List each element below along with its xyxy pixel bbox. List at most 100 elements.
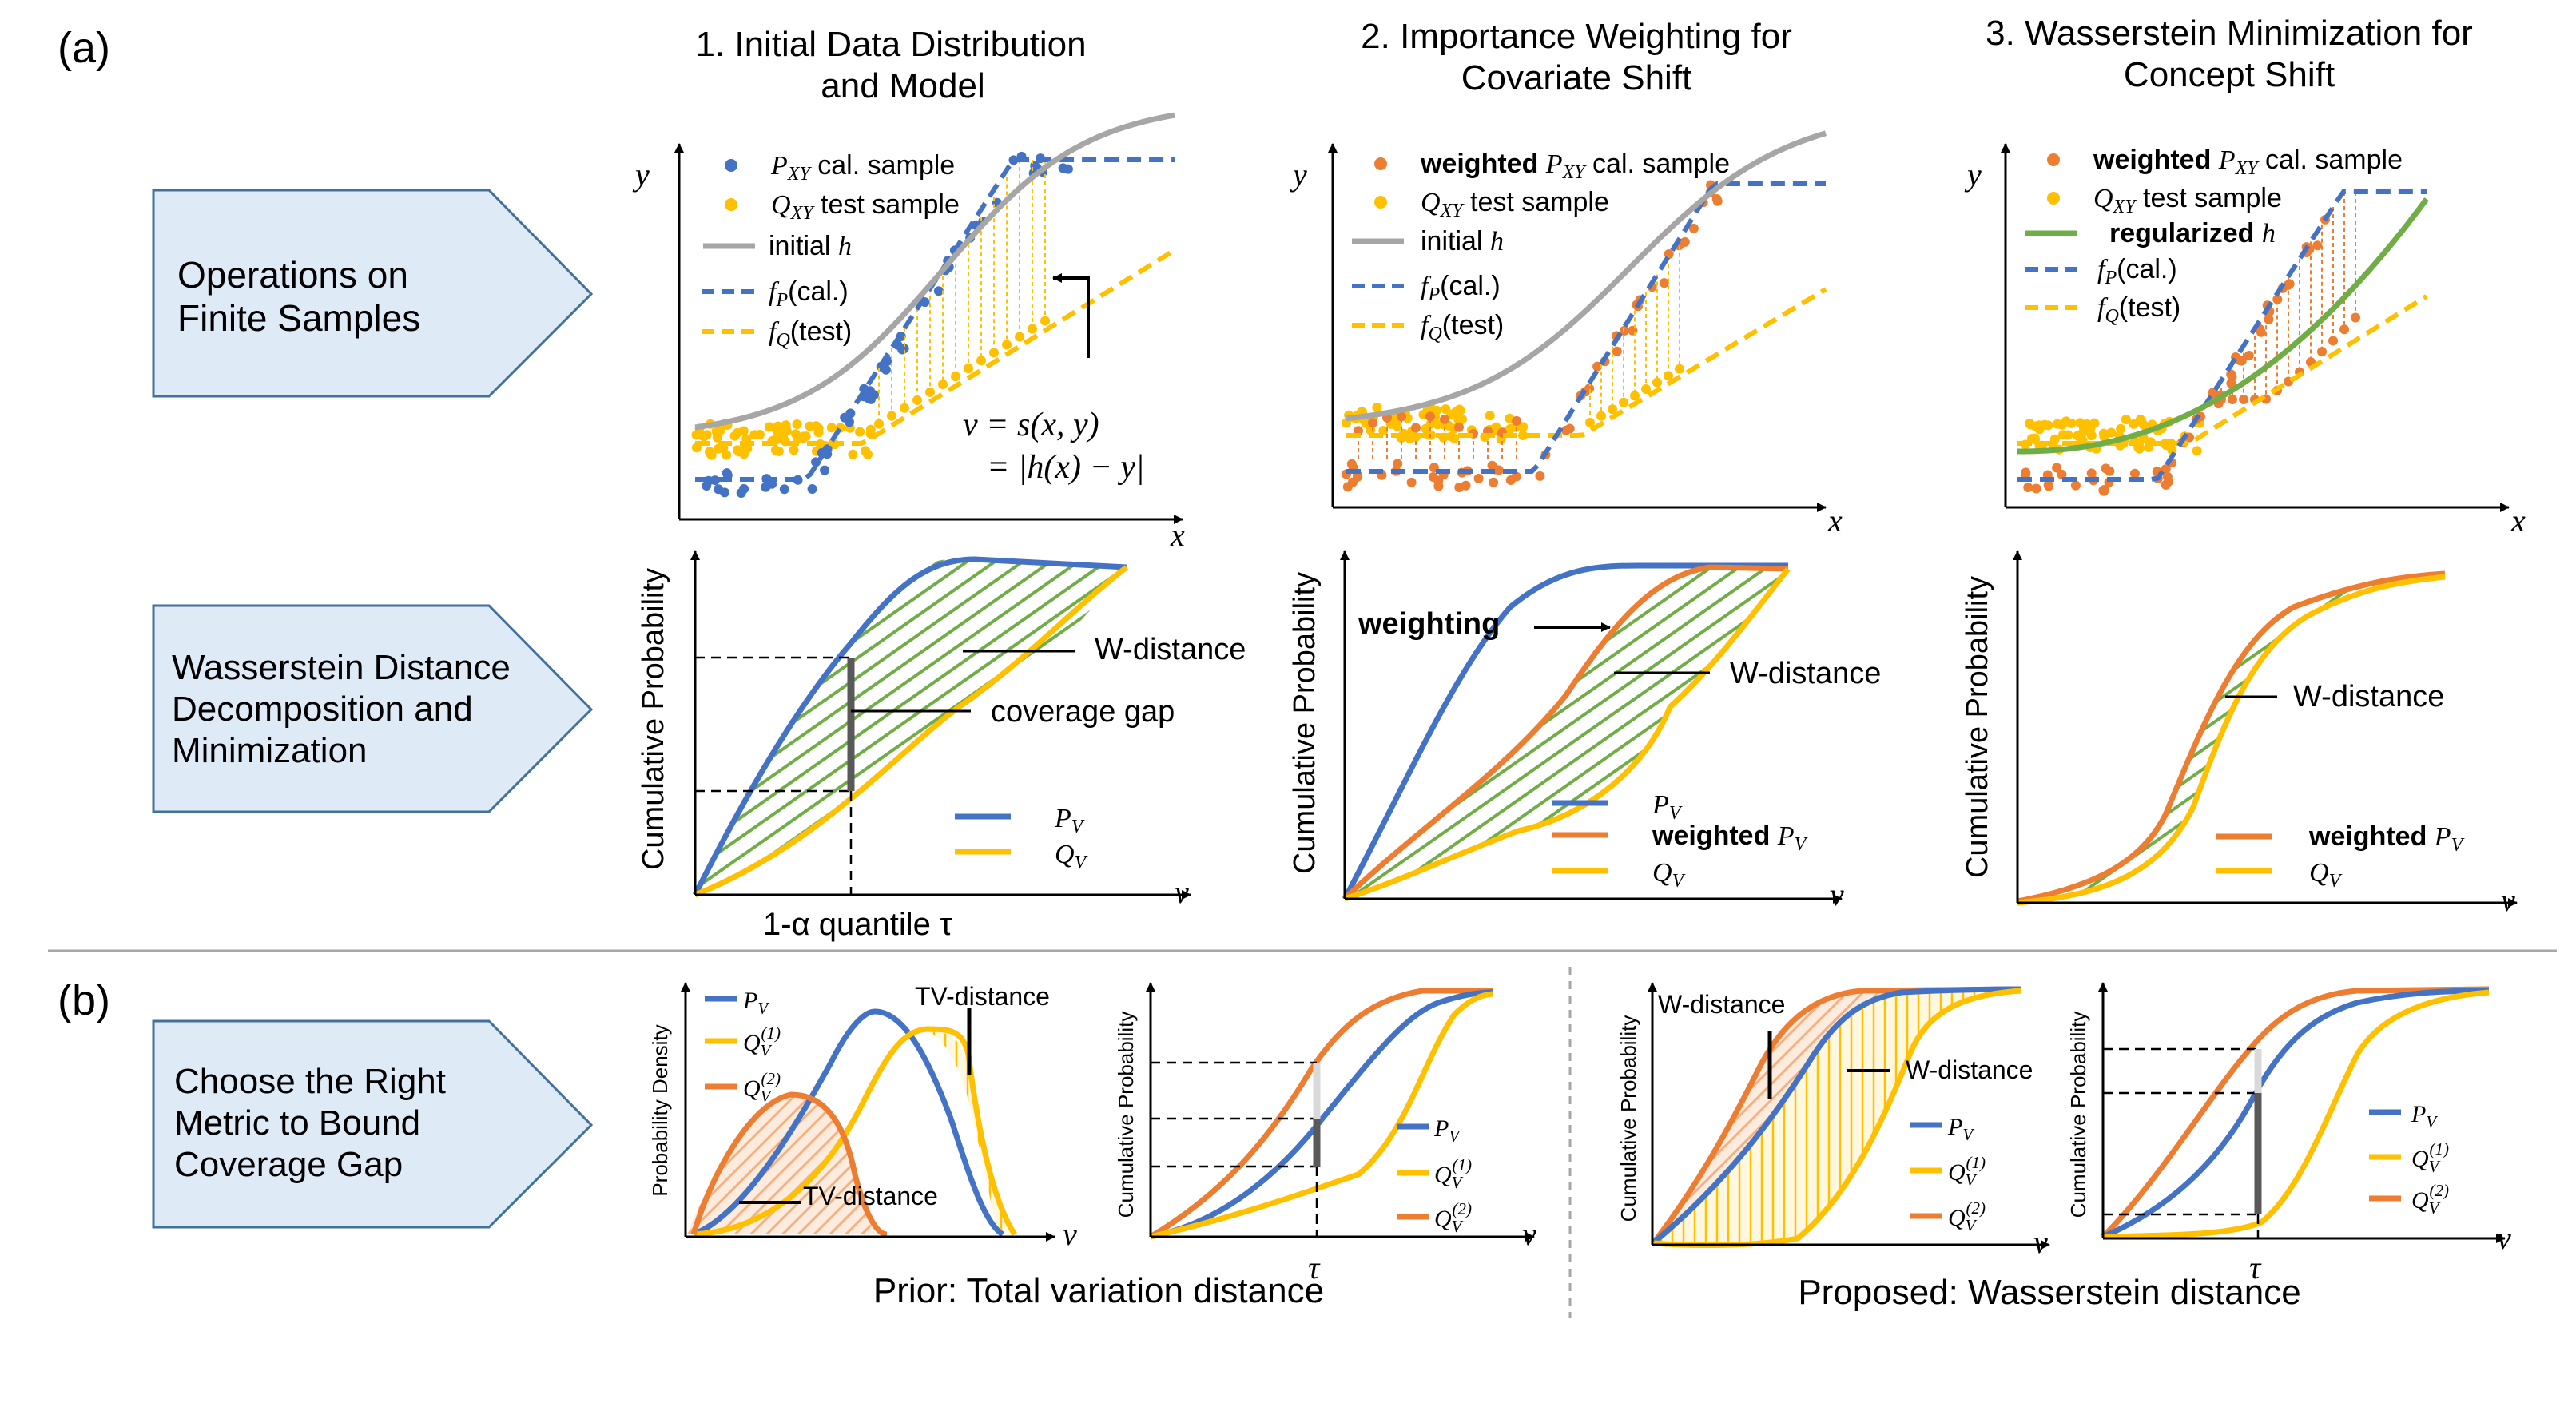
legend-entry-q-test: QXY test sample — [2093, 183, 2282, 217]
score-line-1: v = s(x, y) — [963, 407, 1099, 443]
legend-entry-qv: QV — [2309, 858, 2343, 892]
pv-cdf-curve — [2101, 988, 2490, 1240]
density-panel-tv: v Probability Density PV QV(1) QV(2) TV-… — [648, 982, 1077, 1252]
test-sample-dot — [2058, 430, 2068, 440]
cal-sample-dot — [1489, 477, 1499, 487]
legend-text: test sample — [1463, 187, 1609, 217]
residual-end-dot — [2339, 324, 2349, 335]
fq-test-curve — [2017, 294, 2428, 446]
cal-sample-dot — [2208, 388, 2218, 398]
legend-sym: h — [1490, 227, 1504, 256]
cal-sample-dot — [811, 457, 821, 467]
cal-sample-dot — [1612, 346, 1622, 356]
legend-text: (test) — [790, 316, 852, 347]
legend-entry-fp: fP(cal.) — [2097, 254, 2177, 288]
y-axis-label: y — [1290, 157, 1307, 193]
residual-end-dot — [964, 364, 973, 374]
cal-sample-dot — [933, 286, 944, 296]
legend-marker-yellow-dot — [1374, 196, 1387, 209]
residual-end-dot — [1675, 364, 1684, 374]
w-distance-hatched-area-yellow — [1654, 989, 2021, 1246]
test-sample-dot — [2135, 415, 2145, 425]
test-sample-dot — [749, 430, 760, 440]
test-sample-dot — [798, 433, 809, 443]
row-label-line: Choose the Right — [174, 1062, 446, 1101]
legend-marker-blue-dot — [725, 159, 737, 172]
w-distance-hatched-area — [2017, 574, 2445, 901]
legend-sym: Q — [1421, 188, 1441, 217]
legend-bold: regularized — [2109, 218, 2262, 248]
fp-cal-curve — [2017, 189, 2427, 482]
w-distance-hatched-area — [695, 559, 1127, 895]
test-sample-dot — [805, 421, 815, 431]
legend-sub: P — [775, 290, 788, 311]
legend-entry-pv: PV — [742, 988, 769, 1018]
residual-end-dot — [1002, 340, 1012, 350]
cal-sample-dot — [899, 344, 909, 354]
pv-cdf-curve — [1150, 989, 1493, 1240]
test-sample-dot — [792, 419, 802, 429]
score-arrow — [1052, 273, 1090, 358]
x-axis-label: x — [2510, 503, 2526, 539]
pv-cdf-curve — [692, 556, 1127, 896]
test-sample-dot — [2052, 419, 2062, 429]
tv-distance-label-bottom: TV-distance — [803, 1182, 938, 1210]
y-axis-label: y — [632, 157, 650, 193]
y-axis-label: Cumulative Probability — [1961, 576, 1994, 878]
w-distance-hatched-area-orange — [1654, 991, 1902, 1242]
residual-end-dot — [951, 372, 960, 382]
legend-entry-fp: fP(cal.) — [769, 276, 849, 311]
legend-sub: P — [2104, 268, 2117, 288]
x-axis-label: v — [2033, 1224, 2048, 1260]
pv-cdf-curve — [1342, 562, 1788, 900]
cal-sample-dot — [1058, 163, 1068, 173]
test-sample-dot — [2034, 420, 2045, 431]
test-sample-dot — [1360, 417, 1370, 427]
test-sample-dot — [2192, 446, 2202, 456]
cal-sample-dot — [2099, 486, 2109, 496]
legend-text: cal. sample — [2258, 145, 2403, 175]
test-sample-dot — [861, 446, 871, 456]
legend-entry-initial-h: initial h — [769, 231, 852, 261]
legend-text: (cal.) — [788, 276, 849, 307]
weighted-pv-cdf-curve — [2017, 570, 2446, 904]
legend-entry-qv1: QV(1) — [2411, 1139, 2449, 1176]
column-title-line: Concept Shift — [2124, 55, 2335, 94]
cdf-panel-proposed-w: v Cumulative Probability W-distance W-di… — [1616, 982, 2050, 1260]
prior-caption: Prior: Total variation distance — [873, 1271, 1324, 1310]
legend-text: (test) — [2119, 292, 2180, 323]
quantile-text: 1-α quantile τ — [763, 907, 952, 942]
legend-text: initial — [769, 231, 838, 261]
scatter-panel-regularized: x y weighted PXY cal. sample QXY test sa… — [1964, 143, 2526, 539]
test-sample-dot — [813, 427, 824, 438]
coverage-gap-label: coverage gap — [991, 695, 1175, 729]
legend-sub: XY — [2235, 158, 2260, 179]
legend-sym: P — [2218, 145, 2236, 175]
y-axis-label: Cumulative Probability — [2066, 1012, 2090, 1218]
cal-sample-dot — [1535, 471, 1545, 481]
residual-end-dot — [874, 419, 884, 429]
test-sample-dot — [2075, 418, 2085, 428]
fq-test-curve — [695, 248, 1176, 446]
residual-end-dot — [1397, 411, 1406, 422]
residual-end-dot — [938, 380, 948, 389]
row-label-line: Wasserstein Distance — [172, 648, 511, 687]
test-sample-dot — [1505, 423, 1515, 434]
residual-end-dot — [900, 403, 909, 413]
test-sample-dot — [2066, 418, 2077, 428]
row-label-line: Minimization — [172, 731, 368, 770]
pentagon-arrow-shape — [152, 1019, 594, 1229]
cal-sample-dot — [1712, 196, 1723, 206]
cal-sample-dot — [2312, 240, 2323, 251]
legend-entry-weighted-p: weighted PXY cal. sample — [1420, 149, 1730, 183]
column-title-line: Covariate Shift — [1461, 58, 1692, 97]
legend-entry-pv: PV — [1054, 804, 1085, 837]
legend-entry-p-cal: PXY cal. sample — [770, 150, 955, 185]
legend-entry-weighted-pv: weighted PV — [2308, 821, 2465, 856]
cal-sample-dot — [1428, 472, 1438, 482]
scatter-data — [1342, 130, 1827, 492]
residual-end-dot — [2328, 336, 2338, 346]
residual-end-dot — [1630, 391, 1640, 401]
residual-end-dot — [887, 411, 896, 421]
